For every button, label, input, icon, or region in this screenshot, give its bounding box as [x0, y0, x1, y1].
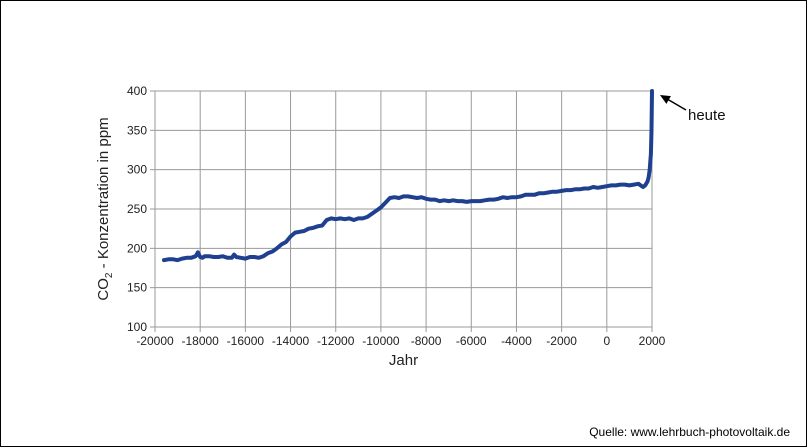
y-axis-title-main: CO	[95, 278, 112, 301]
x-axis-title: Jahr	[389, 352, 418, 369]
x-tick-label: -4000	[501, 334, 532, 348]
heute-label: heute	[688, 107, 726, 124]
x-tick-label: -16000	[227, 334, 265, 348]
x-tick-label: -20000	[136, 334, 174, 348]
y-axis-title-subscript: 2	[104, 272, 115, 278]
x-tick-label: 2000	[639, 334, 666, 348]
source-note: Quelle: www.lehrbuch-photovoltaik.de	[589, 425, 790, 439]
y-tick-label: 150	[127, 281, 147, 295]
x-tick-label: -14000	[272, 334, 310, 348]
x-tick-label: -8000	[411, 334, 442, 348]
x-tick-label: -12000	[317, 334, 355, 348]
y-axis-title-rest: - Konzentration in ppm	[95, 117, 112, 272]
y-tick-label: 200	[127, 241, 147, 255]
y-tick-label: 250	[127, 202, 147, 216]
heute-arrow-head	[660, 95, 671, 104]
grid	[150, 90, 653, 332]
y-tick-label: 400	[127, 84, 147, 98]
y-tick-label: 350	[127, 123, 147, 137]
y-tick-label: 300	[127, 163, 147, 177]
x-tick-label: -18000	[181, 334, 219, 348]
x-tick-label: 0	[603, 334, 610, 348]
co2-series-line	[162, 89, 654, 263]
x-tick-label: -10000	[362, 334, 400, 348]
x-tick-label: -6000	[456, 334, 487, 348]
x-tick-label: -2000	[546, 334, 577, 348]
y-tick-labels: 100 150 200 250 300 350 400	[127, 84, 147, 334]
y-axis-title: CO2 - Konzentration in ppm	[95, 117, 115, 300]
y-tick-label: 100	[127, 320, 147, 334]
x-tick-labels: -20000 -18000 -16000 -14000 -12000 -10000 -800…	[136, 334, 665, 348]
